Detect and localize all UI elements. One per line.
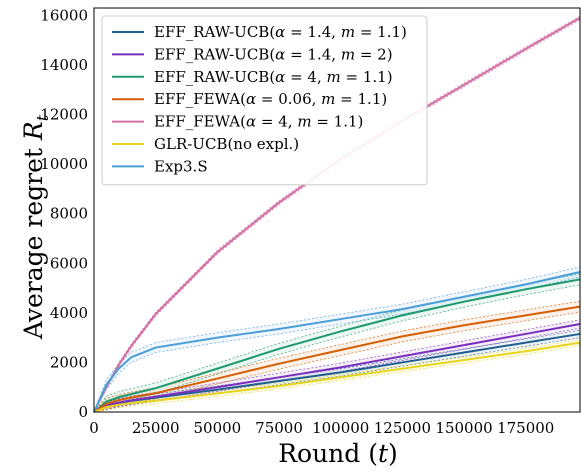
plot-frame <box>93 7 581 413</box>
x-tick-label: 175000 <box>497 419 554 437</box>
x-tick-label: 50000 <box>193 419 241 437</box>
legend-entry: Exp3.S <box>154 157 208 175</box>
line-series-3 <box>93 278 581 413</box>
band-lower-series-1 <box>93 337 581 413</box>
y-tick-label: 2000 <box>50 353 88 371</box>
line-series-7 <box>93 270 581 413</box>
band-upper-series-4 <box>93 300 581 413</box>
x-tick-label: 75000 <box>255 419 303 437</box>
band-upper-series-3 <box>93 273 581 413</box>
line-series-5 <box>93 17 581 413</box>
y-tick-label: 12000 <box>40 106 88 124</box>
y-tick-label: 10000 <box>40 155 88 173</box>
legend-entry: EFF_RAW-UCB(α = 1.4, m = 2) <box>154 45 393 63</box>
y-tick-label: 4000 <box>50 304 88 322</box>
legend-box <box>101 15 428 186</box>
line-series-2 <box>93 323 581 413</box>
legend-entry: EFF_RAW-UCB(α = 4, m = 1.1) <box>154 68 393 86</box>
band-lower-series-4 <box>93 311 581 413</box>
x-tick-label: 0 <box>89 419 99 437</box>
y-tick-label: 6000 <box>50 254 88 272</box>
tick-labels: 0 25000 50000 75000 100000 125000 150000 175000… <box>40 6 554 437</box>
y-axis-label: Average regret Rt <box>19 114 52 340</box>
legend-entry: EFF_FEWA(α = 0.06, m = 1.1) <box>154 90 387 108</box>
y-tick-label: 14000 <box>40 56 88 74</box>
band-lower-series-5 <box>93 19 581 413</box>
line-series-4 <box>93 305 581 413</box>
legend: EFF_RAW-UCB(α = 1.4, m = 1.1) EFF_RAW-UCB… <box>101 15 428 186</box>
x-tick-label: 125000 <box>374 419 431 437</box>
y-tick-label: 16000 <box>40 6 88 24</box>
legend-entry: EFF_RAW-UCB(α = 1.4, m = 1.1) <box>154 23 407 41</box>
series-lines <box>93 17 581 413</box>
line-series-6 <box>93 341 581 413</box>
band-upper-series-2 <box>93 319 581 413</box>
y-tick-label: 0 <box>78 403 88 421</box>
legend-entry: EFF_FEWA(α = 4, m = 1.1) <box>154 113 363 131</box>
band-series-7 <box>94 267 580 412</box>
band-upper-series-7 <box>93 266 581 413</box>
band-upper-series-5 <box>93 15 581 413</box>
axes <box>93 7 581 413</box>
x-tick-label: 150000 <box>435 419 492 437</box>
x-tick-label: 25000 <box>132 419 180 437</box>
legend-entry: GLR-UCB(no expl.) <box>154 135 299 153</box>
x-axis-label: Round (t) <box>278 439 398 468</box>
y-tick-label: 8000 <box>50 205 88 223</box>
x-tick-label: 100000 <box>312 419 369 437</box>
